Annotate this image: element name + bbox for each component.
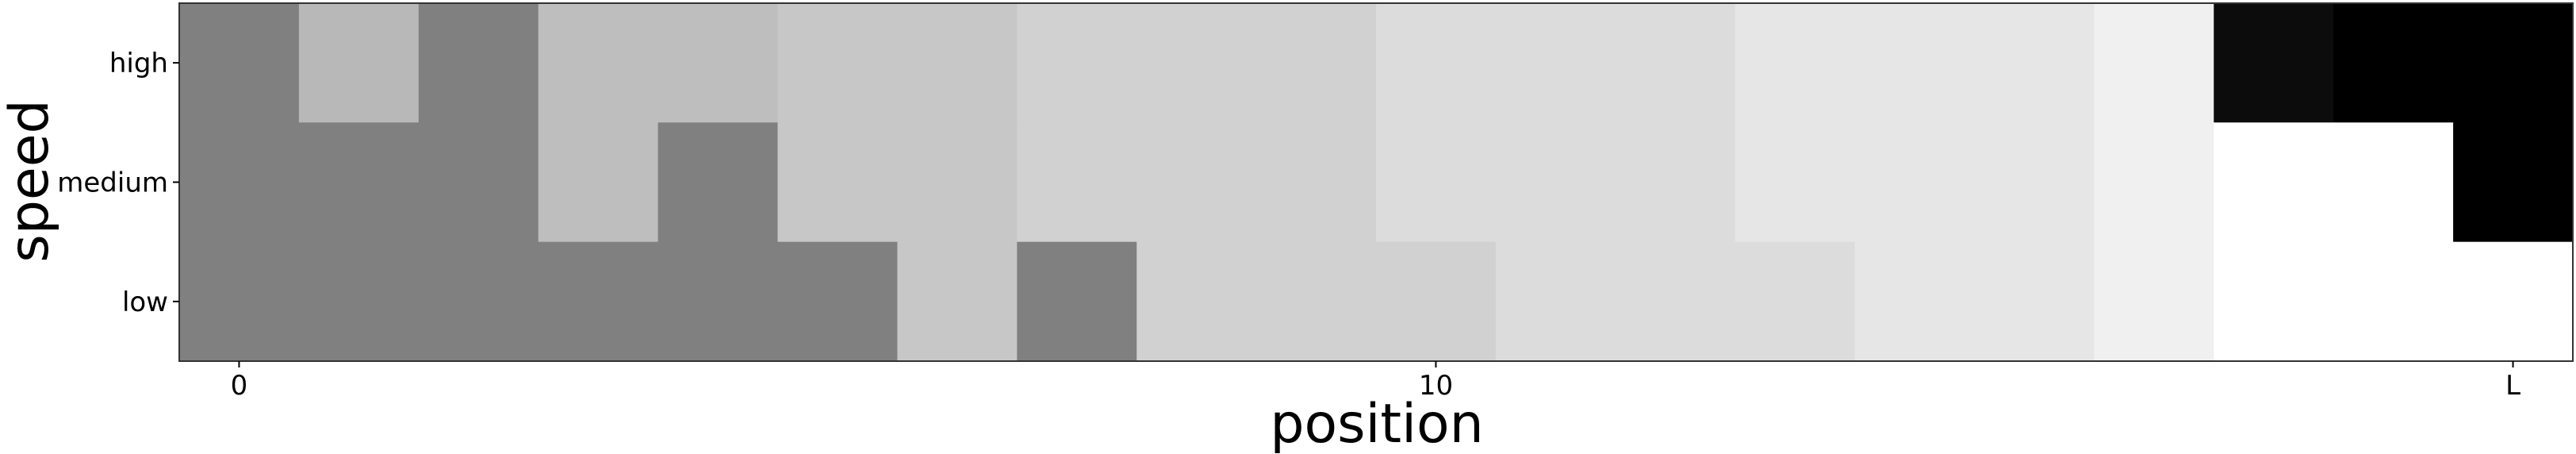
heatmap-cell [1256,122,1377,243]
heatmap-cell [1854,122,1976,243]
heatmap-cell [538,241,659,362]
heatmap-cell [1376,3,1497,123]
heatmap-cell [2094,122,2214,243]
heatmap-cell [777,241,898,362]
heatmap-cell [657,122,779,243]
heatmap-cell [2453,241,2574,362]
heatmap-cell [1615,241,1736,362]
heatmap-cell [298,241,420,362]
heatmap-cell [1735,3,1856,123]
heatmap-cell [2214,122,2334,243]
heatmap-cell [538,122,659,243]
heatmap-cell [2453,3,2574,123]
heatmap-cell [1495,122,1616,243]
y-tick-label: low [122,287,168,318]
heatmap-cell [298,122,420,243]
heatmap-cell [1974,241,2095,362]
x-axis-ticks: 0 10 L [231,361,2520,402]
heatmap-cell [179,122,300,243]
heatmap-cell [1974,3,2095,123]
heatmap-cell [2214,241,2334,362]
heatmap-cell [1854,3,1976,123]
heatmap-cell [1137,3,1257,123]
heatmap-cell [179,241,300,362]
heatmap-cell [777,122,898,243]
heatmap-cell [2333,241,2454,362]
heatmap-cell [418,241,539,362]
heatmap-cell [1735,241,1856,362]
heatmap-cell [2333,122,2454,243]
heatmap-cell [298,3,420,123]
heatmap-cell [418,122,539,243]
x-tick-label: 10 [1419,370,1453,402]
heatmap-cell [179,3,300,123]
heatmap-cell [777,3,898,123]
heatmap-cell [1495,3,1616,123]
heatmap-cell [1615,3,1736,123]
heatmap-cell [538,3,659,123]
heatmap-cell [1735,122,1856,243]
x-axis-label: position [1270,393,1483,454]
heatmap-cell [897,122,1018,243]
heatmap-cell [2094,3,2214,123]
heatmap-cell [418,3,539,123]
heatmap-cell [1256,241,1377,362]
heatmap-cell [1017,241,1137,362]
heatmap-cell [1017,122,1137,243]
heatmap-cell [2094,241,2214,362]
x-tick-label: L [2505,370,2520,402]
heatmap-cell [1974,122,2095,243]
heatmap-cell [2453,122,2574,243]
heatmap-cells [179,3,2574,362]
heatmap-cell [657,3,779,123]
heatmap-cell [897,241,1018,362]
heatmap-cell [1376,122,1497,243]
heatmap-cell [1256,3,1377,123]
heatmap-cell [1495,241,1616,362]
heatmap-cell [657,241,779,362]
heatmap-cell [1137,122,1257,243]
heatmap-cell [897,3,1018,123]
y-axis-ticks: high medium low [57,48,179,318]
heatmap-cell [1137,241,1257,362]
y-tick-label: medium [57,167,168,199]
y-tick-label: high [109,48,168,79]
y-axis-label: speed [0,99,61,262]
heatmap-cell [1615,122,1736,243]
heatmap-cell [1854,241,1976,362]
heatmap-cell [2214,3,2334,123]
heatmap-cell [2333,3,2454,123]
heatmap-cell [1017,3,1137,123]
heatmap-cell [1376,241,1497,362]
x-tick-label: 0 [231,370,248,402]
